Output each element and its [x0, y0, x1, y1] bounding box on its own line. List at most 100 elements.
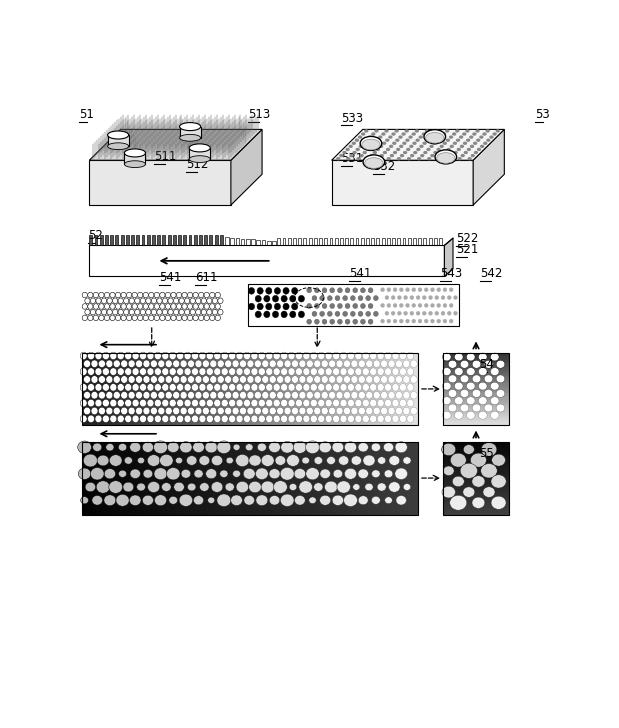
Bar — [274, 352, 278, 425]
Bar — [116, 352, 120, 425]
Ellipse shape — [147, 368, 154, 376]
Ellipse shape — [436, 138, 440, 142]
Ellipse shape — [381, 360, 387, 368]
Ellipse shape — [126, 292, 132, 298]
Ellipse shape — [160, 454, 173, 467]
Ellipse shape — [443, 288, 447, 292]
Bar — [443, 358, 509, 360]
Bar — [267, 241, 271, 245]
Bar — [443, 464, 509, 465]
Ellipse shape — [384, 352, 392, 360]
Ellipse shape — [423, 151, 428, 154]
Ellipse shape — [381, 407, 387, 415]
Ellipse shape — [484, 375, 493, 383]
Ellipse shape — [143, 470, 153, 478]
Ellipse shape — [121, 407, 128, 415]
Ellipse shape — [410, 312, 413, 315]
Bar — [243, 352, 248, 425]
Ellipse shape — [332, 442, 344, 453]
Ellipse shape — [430, 145, 434, 148]
Ellipse shape — [312, 312, 317, 317]
Ellipse shape — [351, 376, 358, 383]
Ellipse shape — [158, 392, 165, 399]
Ellipse shape — [478, 397, 487, 405]
Ellipse shape — [405, 304, 409, 307]
Ellipse shape — [225, 392, 232, 399]
Ellipse shape — [115, 304, 121, 309]
Bar — [178, 235, 181, 245]
Ellipse shape — [277, 376, 284, 383]
Ellipse shape — [167, 467, 180, 480]
Ellipse shape — [348, 145, 353, 148]
Ellipse shape — [215, 292, 220, 298]
Bar — [443, 482, 509, 483]
Ellipse shape — [180, 135, 201, 141]
Ellipse shape — [325, 415, 332, 422]
Ellipse shape — [136, 360, 142, 368]
Ellipse shape — [193, 304, 198, 309]
Bar — [443, 363, 509, 365]
Ellipse shape — [266, 352, 273, 360]
Ellipse shape — [191, 368, 199, 376]
Ellipse shape — [243, 400, 251, 407]
Bar — [443, 374, 509, 376]
Ellipse shape — [360, 288, 365, 293]
Bar — [387, 352, 392, 425]
Ellipse shape — [124, 352, 132, 360]
Ellipse shape — [173, 376, 180, 383]
Ellipse shape — [91, 376, 98, 383]
Ellipse shape — [191, 352, 199, 360]
Ellipse shape — [105, 292, 110, 298]
Ellipse shape — [129, 495, 141, 505]
Ellipse shape — [362, 368, 370, 376]
Ellipse shape — [384, 368, 392, 376]
Ellipse shape — [195, 407, 202, 415]
Bar — [443, 509, 509, 511]
Ellipse shape — [329, 376, 335, 383]
Bar — [194, 235, 197, 245]
Bar — [443, 513, 509, 515]
Ellipse shape — [110, 400, 117, 407]
Ellipse shape — [84, 407, 90, 415]
Polygon shape — [231, 130, 262, 205]
Ellipse shape — [485, 130, 490, 132]
Ellipse shape — [457, 148, 461, 151]
Ellipse shape — [366, 312, 371, 317]
Bar — [236, 238, 239, 245]
Ellipse shape — [377, 384, 384, 391]
Bar — [290, 442, 295, 515]
Ellipse shape — [151, 298, 157, 304]
Ellipse shape — [251, 368, 258, 376]
Ellipse shape — [371, 132, 376, 135]
Ellipse shape — [449, 145, 454, 148]
Ellipse shape — [484, 389, 493, 397]
Ellipse shape — [449, 304, 453, 307]
Ellipse shape — [87, 368, 95, 376]
Bar — [215, 235, 217, 245]
Ellipse shape — [123, 482, 134, 492]
Bar — [321, 352, 325, 425]
Ellipse shape — [280, 467, 294, 480]
Ellipse shape — [336, 392, 343, 399]
Ellipse shape — [169, 400, 176, 407]
Ellipse shape — [256, 468, 268, 480]
Ellipse shape — [132, 292, 137, 298]
Ellipse shape — [463, 141, 467, 145]
Bar — [203, 352, 207, 425]
Bar — [196, 442, 201, 515]
Ellipse shape — [139, 400, 147, 407]
Ellipse shape — [188, 376, 194, 383]
Bar — [443, 396, 509, 398]
Bar — [246, 239, 249, 245]
Ellipse shape — [443, 353, 451, 361]
Ellipse shape — [344, 376, 350, 383]
Bar — [294, 442, 298, 515]
Ellipse shape — [217, 360, 224, 368]
Ellipse shape — [448, 404, 457, 412]
Ellipse shape — [195, 360, 202, 368]
Ellipse shape — [204, 315, 209, 320]
Ellipse shape — [284, 392, 291, 399]
Ellipse shape — [424, 288, 428, 292]
Ellipse shape — [333, 470, 342, 478]
Ellipse shape — [332, 400, 340, 407]
